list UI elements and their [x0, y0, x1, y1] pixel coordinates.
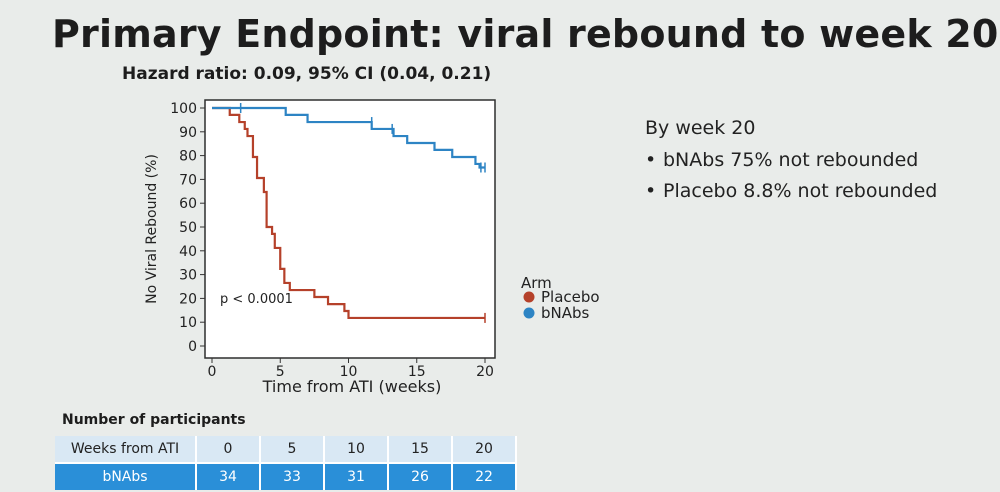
km-curve-placebo [212, 106, 485, 320]
y-tick-label: 70 [179, 172, 197, 188]
km-curves [212, 103, 486, 323]
legend-title: Arm [521, 274, 552, 292]
table-header-cell: 15 [388, 436, 453, 464]
km-curve-bnabs [212, 106, 485, 169]
x-tick-label: 20 [476, 364, 494, 380]
x-tick-label: 5 [276, 364, 285, 380]
y-tick-label: 100 [170, 101, 197, 117]
table-cell: 31 [324, 463, 389, 490]
legend-marker-bnabs [523, 307, 535, 319]
bullet-text: bNAbs 75% not rebounded [663, 149, 919, 171]
y-tick-label: 60 [179, 196, 197, 212]
legend-marker-placebo [523, 291, 535, 303]
bullet-dot-icon: • [645, 180, 657, 202]
y-tick-label: 90 [179, 125, 197, 141]
summary-panel: By week 20 • bNAbs 75% not rebounded • Pla… [645, 117, 937, 211]
table-cell: 26 [388, 463, 453, 490]
table-row: bNAbs 34 33 31 26 22 [55, 463, 517, 490]
table-header-row: Weeks from ATI 0 5 10 15 20 [55, 436, 517, 464]
bullet-text: Placebo 8.8% not rebounded [663, 180, 938, 202]
summary-bullet: • bNAbs 75% not rebounded [645, 149, 937, 171]
y-tick-label: 30 [179, 268, 197, 284]
x-tick-label: 10 [340, 364, 358, 380]
plot-area [204, 99, 496, 359]
y-tick-label: 10 [179, 315, 197, 331]
table-header-cell: 10 [324, 436, 389, 464]
y-tick-label: 0 [188, 339, 197, 355]
slide-title: Primary Endpoint: viral rebound to week … [52, 12, 999, 56]
y-tick-label: 20 [179, 291, 197, 307]
x-tick-label: 0 [208, 364, 217, 380]
x-tick-label: 15 [408, 364, 426, 380]
participants-table: Weeks from ATI 0 5 10 15 20 bNAbs 34 33 … [55, 436, 517, 490]
participants-title: Number of participants [62, 412, 246, 428]
y-axis-ticks: 0 10 20 30 40 50 60 70 80 90 100 [170, 101, 205, 355]
p-value-annotation: p < 0.0001 [220, 292, 293, 307]
summary-heading: By week 20 [645, 117, 756, 139]
table-header-label: Weeks from ATI [55, 436, 197, 464]
table-cell: 22 [452, 463, 517, 490]
table-cell: 33 [260, 463, 325, 490]
bullet-dot-icon: • [645, 149, 657, 171]
table-header-cell: 20 [452, 436, 517, 464]
summary-bullet: • Placebo 8.8% not rebounded [645, 180, 937, 202]
table-header-cell: 5 [260, 436, 325, 464]
y-tick-label: 80 [179, 149, 197, 165]
legend-label-placebo: Placebo [541, 288, 600, 306]
hazard-ratio-text: Hazard ratio: 0.09, 95% CI (0.04, 0.21) [122, 64, 492, 84]
x-axis-ticks: 0 5 10 15 20 [208, 358, 494, 380]
table-row-label: bNAbs [55, 463, 197, 490]
y-tick-label: 40 [179, 244, 197, 260]
y-axis-label: No Viral Rebound (%) [144, 154, 160, 304]
x-axis-label: Time from ATI (weeks) [262, 377, 442, 396]
y-tick-label: 50 [179, 220, 197, 236]
table-cell: 34 [196, 463, 261, 490]
table-header-cell: 0 [196, 436, 261, 464]
legend-label-bnabs: bNAbs [541, 304, 590, 322]
